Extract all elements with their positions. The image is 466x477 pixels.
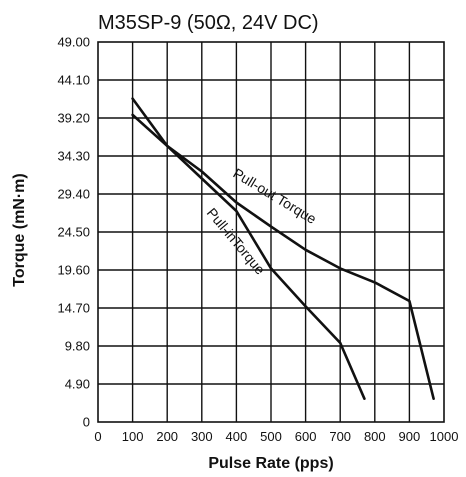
series-line-pull-out — [131, 113, 435, 401]
x-tick-label: 1000 — [430, 429, 459, 444]
x-tick-label: 300 — [191, 429, 213, 444]
y-tick-label: 14.70 — [57, 301, 90, 316]
x-tick-label: 500 — [260, 429, 282, 444]
y-tick-labels: 0 4.90 9.80 14.70 19.60 24.50 29.40 34.30 39.20 4… — [57, 35, 90, 430]
x-tick-label: 800 — [364, 429, 386, 444]
y-axis-title: Torque (mN·m) — [11, 173, 28, 286]
y-tick-label: 4.90 — [65, 377, 90, 392]
chart-title: M35SP-9 (50Ω, 24V DC) — [98, 12, 319, 34]
y-tick-label: 19.60 — [57, 263, 90, 278]
y-tick-label: 39.20 — [57, 111, 90, 126]
grid — [98, 42, 444, 422]
series-lines — [131, 97, 435, 401]
x-tick-label: 400 — [226, 429, 248, 444]
x-tick-label: 700 — [329, 429, 351, 444]
plot-frame — [97, 41, 445, 423]
y-tick-label: 49.00 — [57, 35, 90, 50]
x-tick-label: 900 — [399, 429, 421, 444]
y-tick-label: 9.80 — [65, 339, 90, 354]
x-tick-labels: 0 100 200 300 400 500 600 700 800 900 1000 — [94, 429, 458, 444]
y-tick-label: 0 — [83, 415, 90, 430]
y-tick-label: 24.50 — [57, 225, 90, 240]
x-tick-label: 200 — [156, 429, 178, 444]
x-tick-label: 0 — [94, 429, 101, 444]
y-tick-label: 44.10 — [57, 73, 90, 88]
x-tick-label: 600 — [295, 429, 317, 444]
x-axis-title: Pulse Rate (pps) — [208, 455, 333, 472]
series-line-pull-in — [131, 97, 366, 401]
y-tick-label: 34.30 — [57, 149, 90, 164]
y-tick-label: 29.40 — [57, 187, 90, 202]
x-tick-label: 100 — [122, 429, 144, 444]
